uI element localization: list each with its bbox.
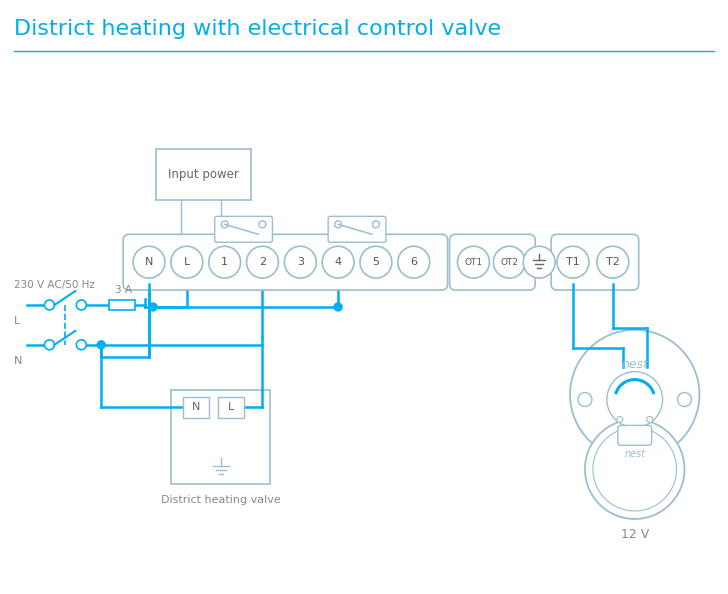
Text: District heating valve: District heating valve xyxy=(161,495,280,505)
FancyBboxPatch shape xyxy=(109,300,135,310)
Circle shape xyxy=(334,303,342,311)
FancyBboxPatch shape xyxy=(618,425,652,446)
Text: District heating with electrical control valve: District heating with electrical control… xyxy=(14,19,501,39)
Circle shape xyxy=(149,303,157,311)
Circle shape xyxy=(133,247,165,278)
FancyBboxPatch shape xyxy=(450,234,535,290)
Text: 2: 2 xyxy=(259,257,266,267)
Text: 3: 3 xyxy=(297,257,304,267)
Circle shape xyxy=(557,247,589,278)
Text: 4: 4 xyxy=(335,257,341,267)
Text: nest: nest xyxy=(621,358,648,371)
Circle shape xyxy=(259,221,266,228)
Text: 230 V AC/50 Hz: 230 V AC/50 Hz xyxy=(14,280,95,290)
Circle shape xyxy=(44,340,55,350)
Circle shape xyxy=(585,419,684,519)
Circle shape xyxy=(98,341,106,349)
Circle shape xyxy=(397,247,430,278)
Circle shape xyxy=(247,247,278,278)
Text: nest: nest xyxy=(624,449,645,459)
FancyBboxPatch shape xyxy=(551,234,638,290)
Text: T2: T2 xyxy=(606,257,620,267)
Text: N: N xyxy=(191,403,200,412)
Text: Input power: Input power xyxy=(168,168,239,181)
Circle shape xyxy=(285,247,316,278)
Circle shape xyxy=(360,247,392,278)
Circle shape xyxy=(76,340,87,350)
Circle shape xyxy=(578,393,592,406)
FancyBboxPatch shape xyxy=(123,234,448,290)
Text: L: L xyxy=(183,257,190,267)
Text: OT2: OT2 xyxy=(500,258,518,267)
Circle shape xyxy=(494,247,525,278)
Circle shape xyxy=(678,393,692,406)
Circle shape xyxy=(617,416,622,422)
Text: N: N xyxy=(14,356,22,366)
Circle shape xyxy=(646,416,652,422)
Circle shape xyxy=(607,372,662,428)
Circle shape xyxy=(209,247,240,278)
Text: N: N xyxy=(145,257,153,267)
Text: 1: 1 xyxy=(221,257,228,267)
Circle shape xyxy=(570,330,700,459)
FancyBboxPatch shape xyxy=(215,216,272,242)
Circle shape xyxy=(221,221,228,228)
Text: 12 V: 12 V xyxy=(620,529,649,541)
Circle shape xyxy=(323,247,354,278)
Circle shape xyxy=(44,300,55,310)
Circle shape xyxy=(458,247,489,278)
Text: 3 A: 3 A xyxy=(115,285,132,295)
FancyBboxPatch shape xyxy=(171,390,270,484)
Circle shape xyxy=(593,428,676,511)
Text: OT1: OT1 xyxy=(464,258,483,267)
FancyBboxPatch shape xyxy=(218,397,244,418)
FancyBboxPatch shape xyxy=(183,397,209,418)
Circle shape xyxy=(523,247,555,278)
Circle shape xyxy=(597,247,629,278)
Text: 5: 5 xyxy=(373,257,379,267)
Circle shape xyxy=(335,221,341,228)
Text: 6: 6 xyxy=(411,257,417,267)
Circle shape xyxy=(373,221,379,228)
Text: L: L xyxy=(14,316,20,326)
Text: L: L xyxy=(228,403,234,412)
FancyBboxPatch shape xyxy=(156,148,250,200)
Text: T1: T1 xyxy=(566,257,580,267)
Circle shape xyxy=(76,300,87,310)
FancyBboxPatch shape xyxy=(328,216,386,242)
Circle shape xyxy=(171,247,203,278)
